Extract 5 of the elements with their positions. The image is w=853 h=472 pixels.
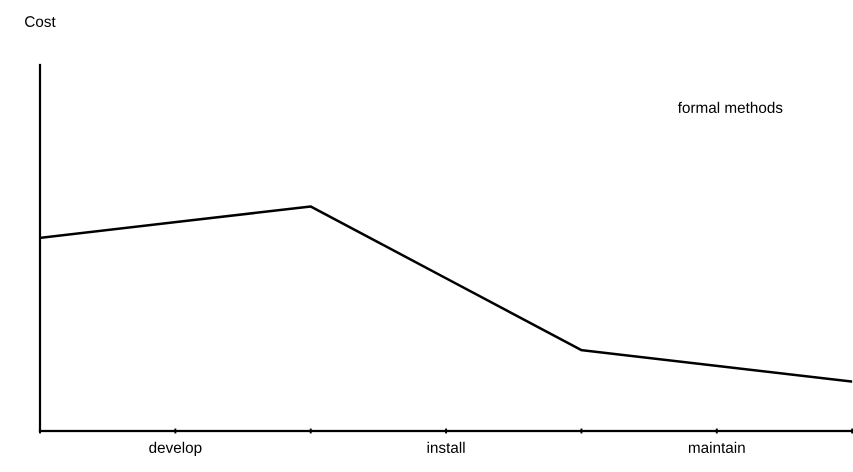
text: Cost <box>25 16 56 27</box>
x-tick-label: develop <box>149 442 202 456</box>
x-tick-label: install <box>428 442 465 453</box>
text: formal methods <box>678 102 782 114</box>
x-tick-label: maintain <box>688 442 745 453</box>
